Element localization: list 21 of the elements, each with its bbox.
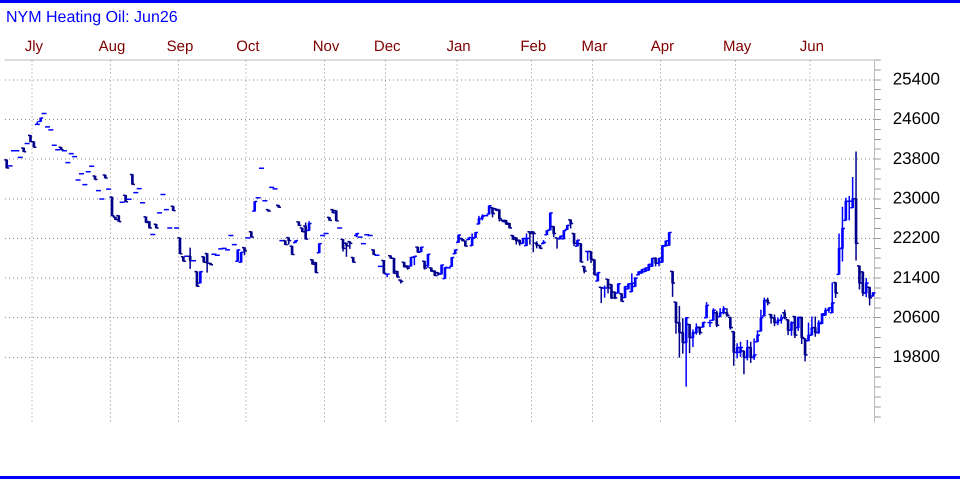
x-tick-label: Jly [24, 38, 44, 56]
x-tick-label: Apr [650, 38, 674, 56]
y-tick-label: 22200 [892, 228, 940, 248]
y-tick-label: 20600 [892, 307, 940, 326]
chart-title: NYM Heating Oil: Jun26 [6, 9, 178, 27]
x-tick-label: Nov [312, 38, 340, 56]
x-tick-label: Oct [236, 38, 260, 56]
x-tick-label: Jan [446, 38, 471, 56]
x-tick-label: Mar [582, 38, 608, 56]
x-tick-label: May [722, 38, 752, 56]
y-tick-label: 19800 [892, 347, 940, 366]
y-tick-label: 25400 [892, 70, 940, 89]
y-tick-label: 23800 [892, 148, 940, 168]
x-tick-label: Dec [374, 38, 402, 56]
x-tick-label: Feb [520, 38, 546, 56]
y-tick-label: 24600 [892, 109, 940, 128]
x-tick-label: Jun [800, 38, 824, 56]
y-tick-label: 23000 [892, 188, 940, 208]
x-tick-label: Sep [166, 38, 194, 56]
y-tick-label: 21400 [892, 268, 940, 287]
x-tick-label: Aug [98, 38, 126, 56]
